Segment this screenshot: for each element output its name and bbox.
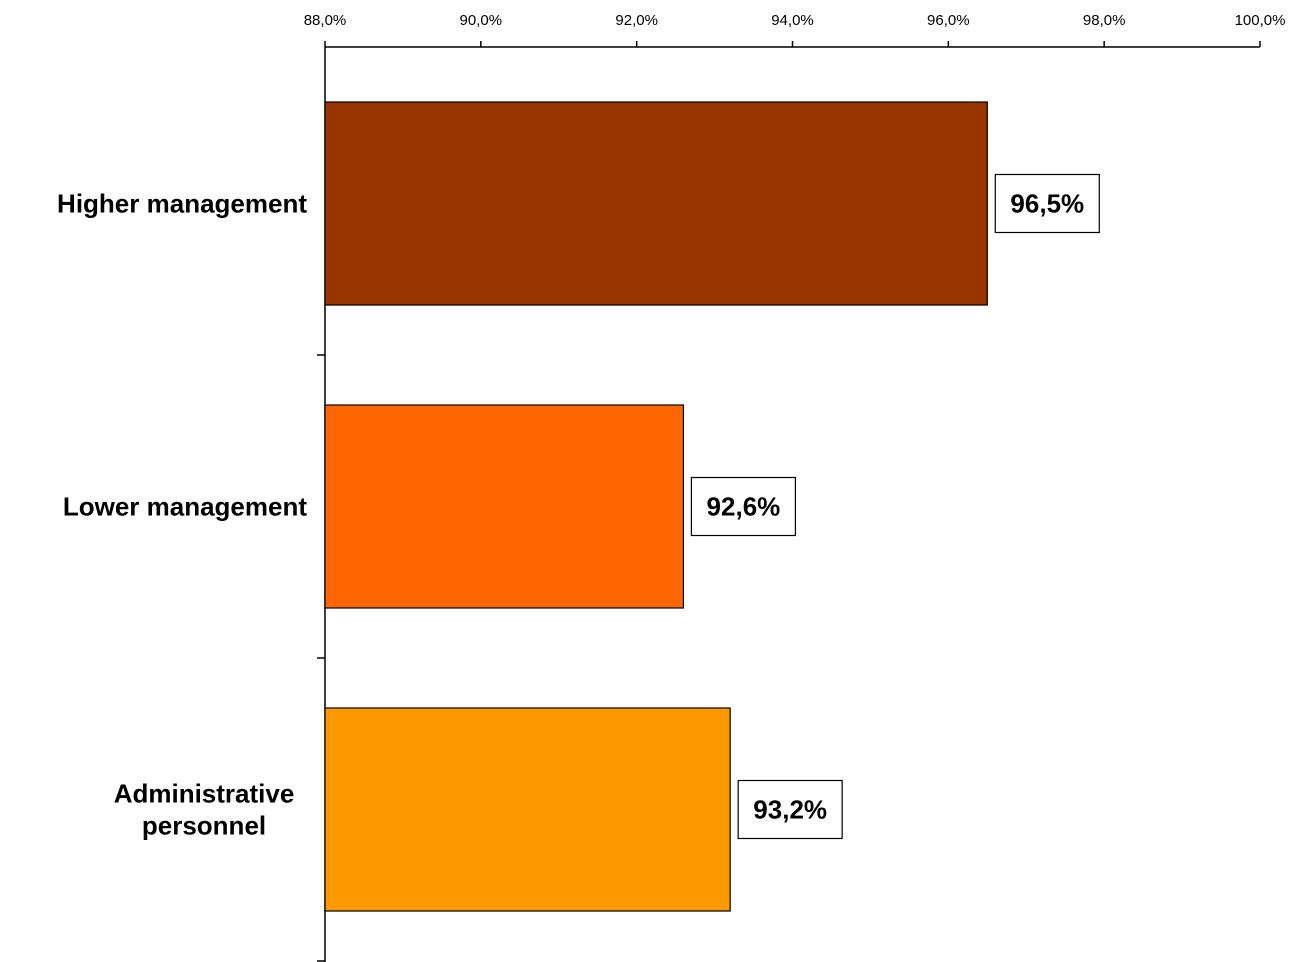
bar <box>324 707 731 912</box>
category-label: Lower management <box>63 492 308 522</box>
x-tick-label: 94,0% <box>771 12 814 29</box>
category-label: personnel <box>142 811 266 841</box>
data-label: 92,6% <box>707 492 781 522</box>
data-label: 93,2% <box>753 795 827 825</box>
category-label: Higher management <box>57 189 307 219</box>
x-tick-label: 96,0% <box>927 12 970 29</box>
x-tick-label: 100,0% <box>1235 12 1286 29</box>
category-label: Administrative <box>114 779 295 809</box>
bar <box>324 101 988 306</box>
x-tick-label: 90,0% <box>460 12 503 29</box>
data-label-box <box>690 476 797 537</box>
data-label-box <box>994 173 1100 234</box>
data-label: 96,5% <box>1010 189 1084 219</box>
x-tick-label: 92,0% <box>615 12 658 29</box>
data-label-box <box>737 779 843 840</box>
x-tick-label: 98,0% <box>1083 12 1126 29</box>
bar <box>324 404 685 609</box>
x-tick-label: 88,0% <box>304 12 347 29</box>
